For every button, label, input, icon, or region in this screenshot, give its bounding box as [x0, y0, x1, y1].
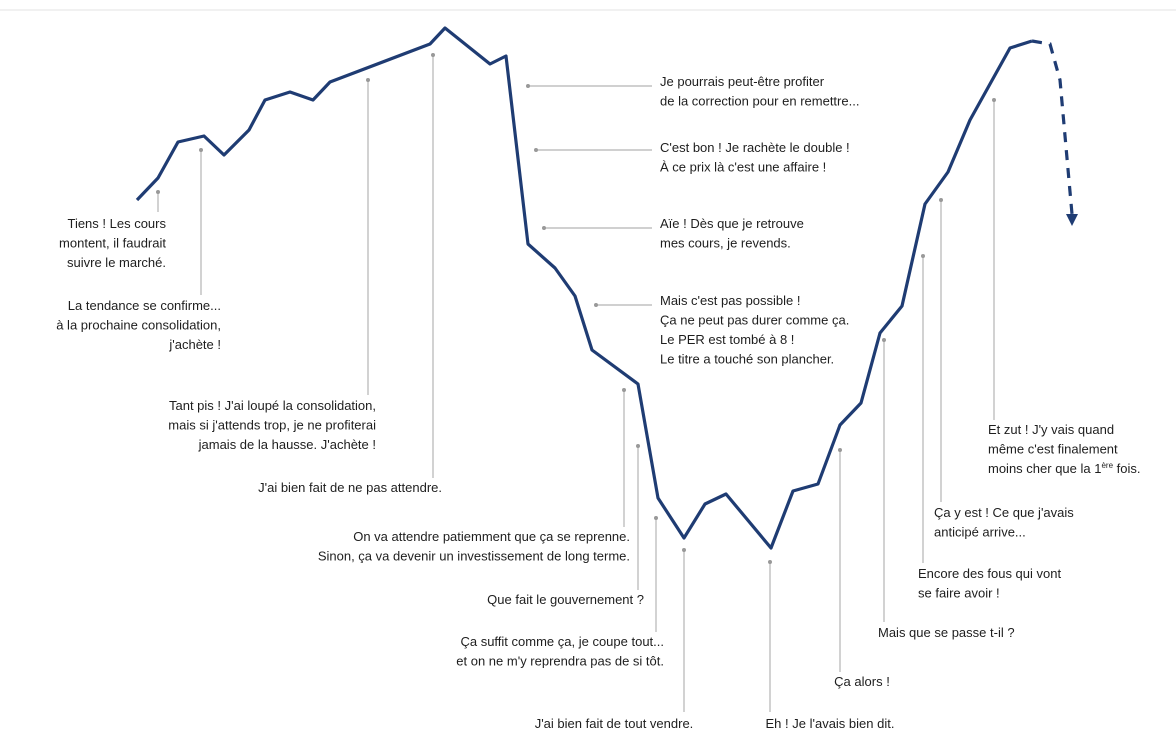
- leader-dot: [654, 516, 658, 520]
- leader-dot: [156, 190, 160, 194]
- annotation-text: Tant pis ! J'ai loupé la consolidation,: [169, 398, 376, 413]
- leader-dot: [542, 226, 546, 230]
- leader-dot: [526, 84, 530, 88]
- leader-dot: [939, 198, 943, 202]
- leader-dot: [882, 338, 886, 342]
- annotation-text: fois.: [1113, 461, 1140, 476]
- annotation-text: jamais de la hausse. J'achète !: [198, 437, 376, 452]
- leader-dot: [199, 148, 203, 152]
- annotation-text: J'ai bien fait de ne pas attendre.: [258, 480, 442, 495]
- annotation-text: à la prochaine consolidation,: [56, 318, 221, 333]
- superscript: ère: [1101, 461, 1113, 470]
- annotation-text: moins cher que la 1: [988, 461, 1101, 476]
- annotation-text: À ce prix là c'est une affaire !: [660, 160, 826, 175]
- annotation-text: suivre le marché.: [67, 255, 166, 270]
- price-curve: [135, 26, 1033, 550]
- annotation-text: Sinon, ça va devenir un investissement d…: [318, 549, 630, 564]
- annotation-text: même c'est finalement: [988, 442, 1118, 457]
- annotation-text: J'ai bien fait de tout vendre.: [535, 716, 694, 731]
- annotation-text: Ça alors !: [834, 674, 890, 689]
- leader-dot: [768, 560, 772, 564]
- annotation-text: mais si j'attends trop, je ne profiterai: [168, 418, 376, 433]
- leader-dot: [921, 254, 925, 258]
- annotation-text: et on ne m'y reprendra pas de si tôt.: [456, 654, 664, 669]
- annotation-text: de la correction pour en remettre...: [660, 94, 859, 109]
- annotation-text: Que fait le gouvernement ?: [487, 592, 644, 607]
- annotation-text: Encore des fous qui vont: [918, 566, 1061, 581]
- annotation-text: Le titre a touché son plancher.: [660, 352, 834, 367]
- annotation-text: Et zut ! J'y vais quand: [988, 422, 1114, 437]
- annotation-text: Aïe ! Dès que je retrouve: [660, 216, 804, 231]
- annotation-text: j'achète !: [168, 337, 221, 352]
- annotation-text: mes cours, je revends.: [660, 236, 791, 251]
- annotation-text: moins cher que la 1ère fois.: [988, 461, 1140, 476]
- leader-dot: [534, 148, 538, 152]
- annotation-text: anticipé arrive...: [934, 525, 1026, 540]
- annotation-text: Ça suffit comme ça, je coupe tout...: [460, 634, 664, 649]
- annotation-text: se faire avoir !: [918, 586, 1000, 601]
- annotation-text: Ça y est ! Ce que j'avais: [934, 505, 1074, 520]
- leader-dot: [682, 548, 686, 552]
- leader-dot: [594, 303, 598, 307]
- leader-dot: [838, 448, 842, 452]
- annotation-text: Tiens ! Les cours: [67, 216, 166, 231]
- annotation-text: On va attendre patiemment que ça se repr…: [353, 529, 630, 544]
- leader-dot: [992, 98, 996, 102]
- leader-dot: [636, 444, 640, 448]
- leader-dot: [366, 78, 370, 82]
- annotation-text: Mais que se passe t-il ?: [878, 625, 1015, 640]
- leader-dot: [431, 53, 435, 57]
- annotation-text: Eh ! Je l'avais bien dit.: [766, 716, 895, 731]
- arrow-head: [1066, 214, 1078, 226]
- annotation-text: montent, il faudrait: [59, 236, 166, 251]
- annotation-text: Je pourrais peut-être profiter: [660, 74, 825, 89]
- annotation-text: Ça ne peut pas durer comme ça.: [660, 313, 849, 328]
- annotation-text: Le PER est tombé à 8 !: [660, 332, 794, 347]
- leader-dot: [622, 388, 626, 392]
- annotation-text: Mais c'est pas possible !: [660, 293, 801, 308]
- projected-curve: [1031, 39, 1074, 215]
- annotation-text: C'est bon ! Je rachète le double !: [660, 140, 850, 155]
- annotation-text: La tendance se confirme...: [68, 298, 221, 313]
